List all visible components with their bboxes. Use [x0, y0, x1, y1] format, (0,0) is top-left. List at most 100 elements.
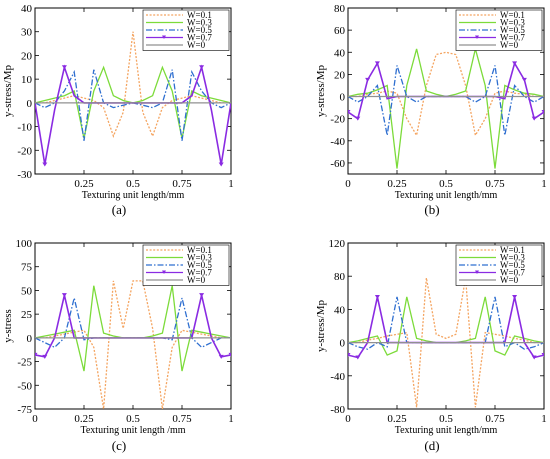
chart-panel-a: -30 -20 -10 0 10 20 30 40 0.25 0.5 0.75 1 Texturing … — [2, 3, 234, 217]
legend-entry: W=0.3 — [187, 18, 212, 28]
y-tick-label: -10 — [17, 122, 32, 134]
panel-label: (a) — [112, 202, 126, 217]
x-axis-label: Texturing unit length/mm — [395, 190, 498, 201]
series-marker — [218, 162, 224, 167]
series-marker — [218, 354, 224, 359]
x-axis-label: Texturing unit length/mm — [395, 425, 498, 436]
y-tick-label: 40 — [21, 3, 33, 15]
x-tick-label: 0 — [32, 413, 38, 425]
legend-entry: W=0 — [187, 275, 206, 285]
legend-entry: W=0 — [500, 40, 519, 50]
legend-entry: W=0.5 — [500, 260, 525, 270]
x-tick-label: 0 — [345, 178, 351, 190]
legend-marker — [475, 35, 479, 39]
legend-box — [142, 244, 230, 286]
legend-entry: W=0.7 — [187, 33, 212, 43]
legend-box — [455, 244, 543, 286]
legend-box — [142, 9, 230, 51]
series-marker — [199, 293, 205, 298]
y-tick-label: 40 — [334, 304, 346, 316]
series-marker — [42, 162, 48, 167]
legend-entry: W=0.7 — [500, 33, 525, 43]
y-tick-label: 80 — [334, 3, 346, 15]
x-tick-label: 0 — [345, 413, 351, 425]
legend-marker — [162, 35, 166, 39]
x-tick-label: 1 — [541, 413, 547, 425]
x-tick-label: 0.5 — [439, 178, 453, 190]
series-marker — [374, 61, 380, 66]
series-marker — [374, 294, 380, 299]
x-tick-label: 0.25 — [387, 178, 407, 190]
series-marker — [61, 65, 67, 70]
panel-label: (b) — [424, 202, 439, 217]
series-marker — [531, 355, 537, 360]
series-group — [35, 31, 231, 167]
series-line-W-0-5 — [35, 297, 231, 349]
y-tick-label: 40 — [334, 47, 346, 59]
y-tick-label: -25 — [17, 357, 32, 369]
series-marker — [355, 355, 361, 360]
y-axis-label: y-stress/Mp — [2, 65, 14, 117]
series-marker — [365, 77, 371, 82]
y-tick-label: -20 — [17, 145, 32, 157]
legend-entry: W=0.7 — [187, 268, 212, 278]
y-tick-label: 0 — [27, 333, 33, 345]
legend-entry: W=0.1 — [187, 245, 212, 255]
series-marker — [531, 116, 537, 121]
series-marker — [42, 354, 48, 359]
legend: W=0.1W=0.3W=0.5W=0.7W=0 — [142, 244, 230, 286]
legend-entry: W=0 — [187, 40, 206, 50]
y-tick-label: 60 — [334, 25, 346, 37]
series-line-W-0-1 — [35, 31, 231, 138]
series-marker — [348, 353, 351, 358]
x-tick-label: 1 — [228, 178, 234, 190]
y-tick-label: -75 — [17, 404, 32, 416]
legend-box — [455, 9, 543, 51]
series-group — [35, 280, 231, 409]
y-tick-label: 50 — [21, 285, 33, 297]
chart-panel-d: -80 -40 0 40 80 120 0 0.25 0.5 0.75 1 Texturing uni… — [315, 238, 547, 453]
y-axis-label: y-stress — [2, 309, 14, 343]
legend-entry: W=0 — [500, 275, 519, 285]
y-axis-label: y-stress/Mp — [315, 300, 327, 352]
x-tick-label: 1 — [541, 178, 547, 190]
series-marker — [348, 110, 351, 115]
panel-label: (d) — [424, 438, 439, 453]
legend-entry: W=0.1 — [500, 10, 525, 20]
legend-marker — [162, 270, 166, 274]
series-marker — [541, 353, 544, 358]
x-tick-label: 0.75 — [172, 413, 192, 425]
x-tick-label: 1 — [228, 413, 234, 425]
x-axis-label: Texturing unit length/mm — [82, 190, 185, 201]
legend: W=0.1W=0.3W=0.5W=0.7W=0 — [455, 9, 543, 51]
y-tick-label: 100 — [16, 238, 33, 250]
series-line-W-0-5 — [348, 296, 544, 350]
y-tick-label: 80 — [334, 271, 346, 283]
legend: W=0.1W=0.3W=0.5W=0.7W=0 — [142, 9, 230, 51]
x-tick-label: 0.25 — [387, 413, 407, 425]
x-tick-label: 0.75 — [172, 178, 192, 190]
y-tick-label: -60 — [330, 158, 345, 170]
legend-entry: W=0.5 — [187, 25, 212, 35]
legend-entry: W=0.5 — [500, 25, 525, 35]
y-axis-label: y-stress/Mp — [315, 65, 327, 117]
legend: W=0.1W=0.3W=0.5W=0.7W=0 — [455, 244, 543, 286]
y-tick-label: -50 — [17, 380, 32, 392]
x-tick-label: 0.5 — [439, 413, 453, 425]
y-tick-label: -40 — [330, 371, 345, 383]
series-marker — [61, 293, 67, 298]
chart-panel-c: -75 -50 -25 0 25 50 75 100 0 0.25 0.5 0.75 1 Texturin… — [2, 238, 234, 453]
y-tick-label: 20 — [21, 50, 33, 62]
y-tick-label: 10 — [21, 74, 33, 86]
x-tick-label: 0.5 — [126, 413, 140, 425]
legend-entry: W=0.1 — [500, 245, 525, 255]
series-line-W-0-1 — [35, 280, 231, 409]
legend-entry: W=0.5 — [187, 260, 212, 270]
legend-entry: W=0.3 — [187, 253, 212, 263]
y-tick-label: 120 — [329, 238, 346, 250]
y-tick-label: 0 — [340, 338, 346, 350]
series-marker — [521, 77, 527, 82]
legend-entry: W=0.7 — [500, 268, 525, 278]
series-line-W-0-1 — [348, 277, 544, 408]
series-group — [348, 48, 544, 169]
